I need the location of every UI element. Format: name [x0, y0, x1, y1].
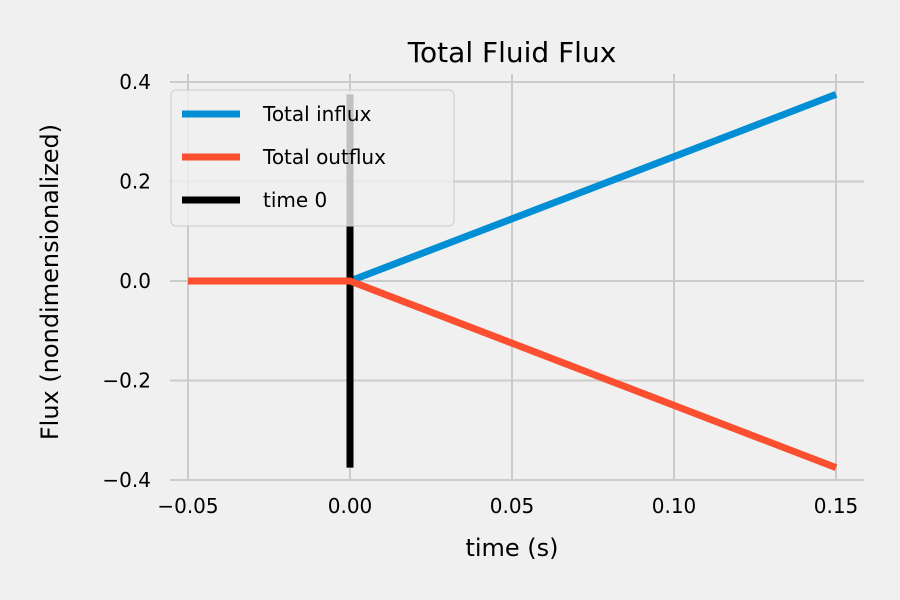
chart-title: Total Fluid Flux	[407, 36, 617, 69]
y-axis-label: Flux (nondimensionalized)	[36, 124, 64, 440]
x-tick-label: −0.05	[157, 494, 218, 518]
legend-box	[170, 89, 455, 227]
y-tick-label: 0.2	[119, 170, 151, 194]
series-line-total-outflux	[188, 277, 838, 471]
y-tick-label: 0.4	[119, 70, 151, 94]
legend-label-time0: time 0	[263, 188, 327, 212]
y-tick-label: −0.4	[102, 468, 151, 492]
legend-label-outflux: Total outflux	[262, 145, 386, 169]
y-tick-labels: −0.4 −0.2 0.0 0.2 0.4	[102, 70, 151, 492]
x-axis-label: time (s)	[465, 534, 558, 562]
y-tick-label: 0.0	[119, 269, 151, 293]
x-tick-label: 0.00	[328, 494, 373, 518]
legend: Total influx Total outflux time 0	[170, 89, 455, 227]
x-tick-label: 0.05	[490, 494, 535, 518]
x-tick-label: 0.15	[814, 494, 859, 518]
x-tick-label: 0.10	[652, 494, 697, 518]
legend-label-influx: Total influx	[262, 102, 372, 126]
x-tick-labels: −0.05 0.00 0.05 0.10 0.15	[157, 494, 858, 518]
y-tick-label: −0.2	[102, 369, 151, 393]
